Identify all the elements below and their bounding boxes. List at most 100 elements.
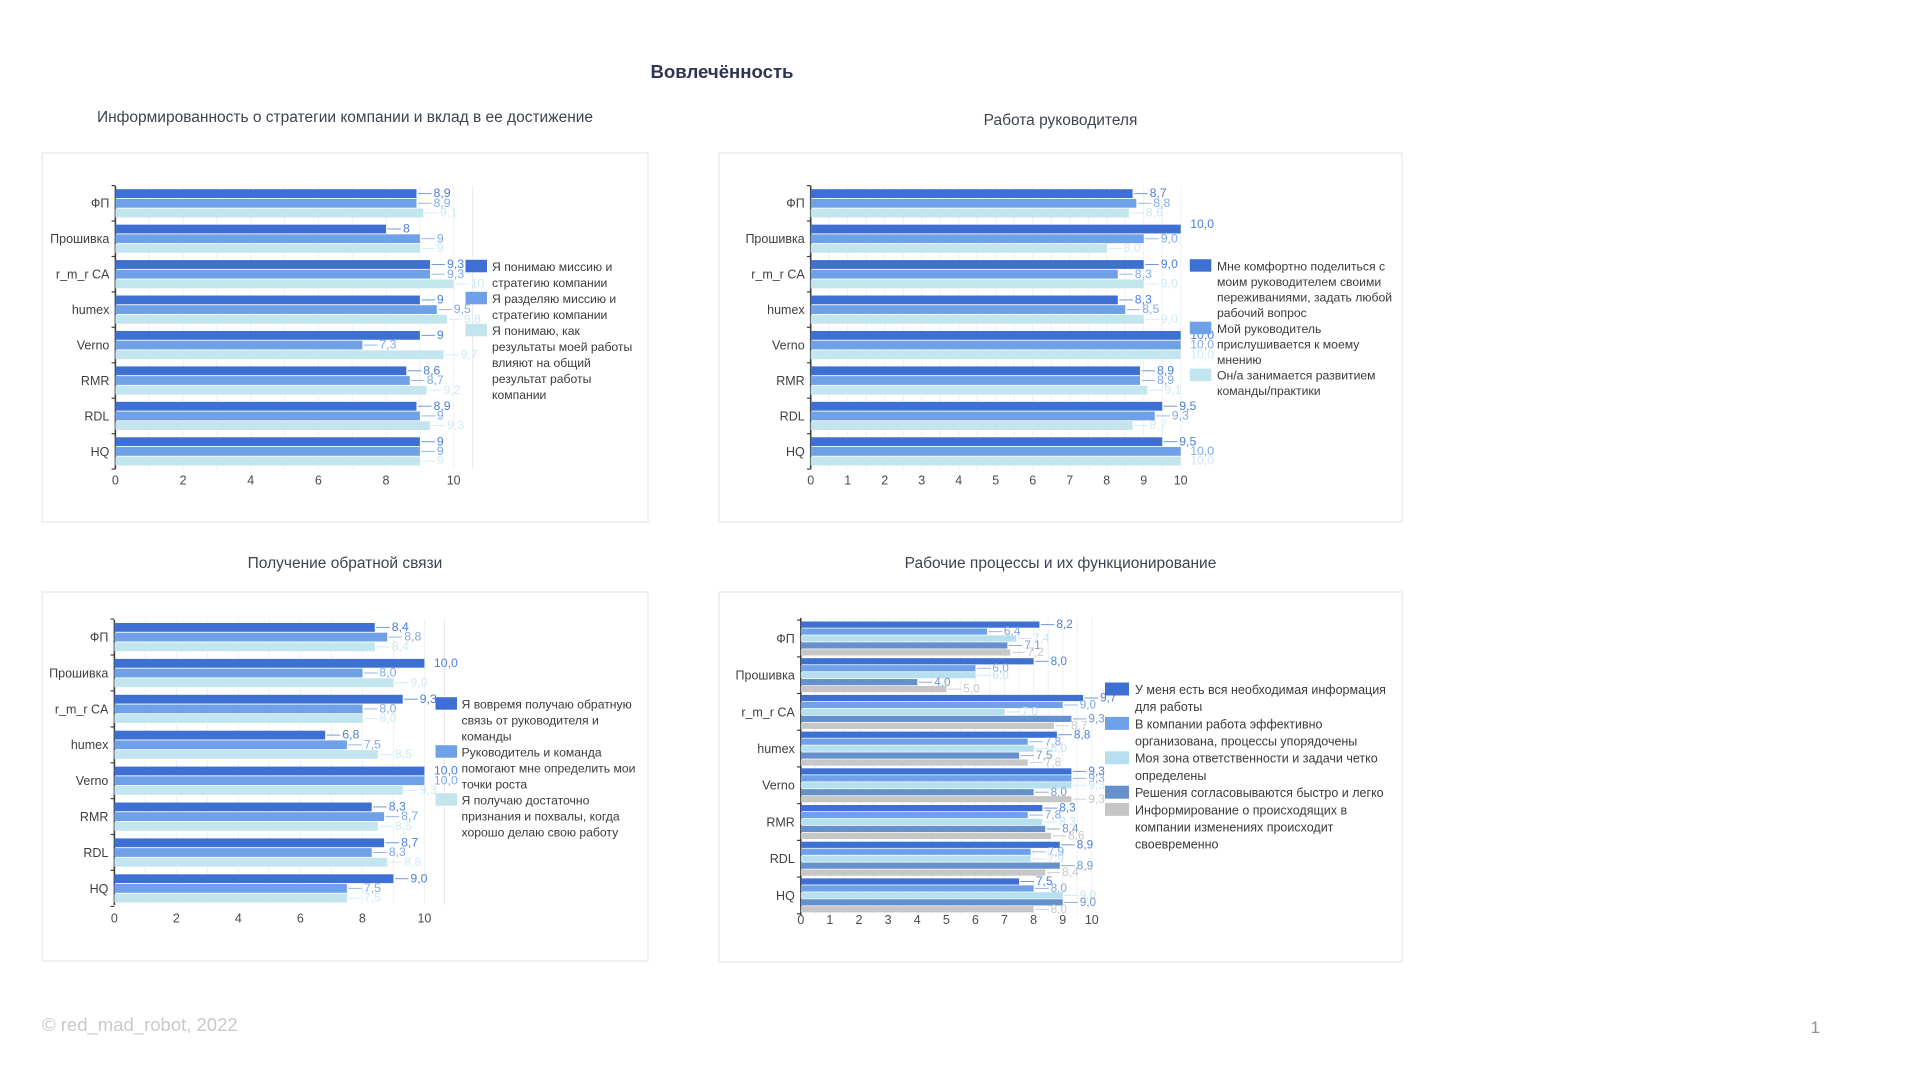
- svg-text:мнению: мнению: [1217, 353, 1262, 367]
- svg-text:стратегию компании: стратегию компании: [492, 276, 607, 290]
- svg-text:8: 8: [1030, 913, 1037, 927]
- svg-text:6,8: 6,8: [342, 728, 359, 742]
- svg-text:для работы: для работы: [1135, 700, 1202, 714]
- svg-text:9,0: 9,0: [1080, 895, 1097, 909]
- svg-text:9,3: 9,3: [1088, 764, 1105, 778]
- svg-text:9,3: 9,3: [447, 257, 464, 271]
- svg-text:8,6: 8,6: [423, 363, 440, 377]
- svg-text:7,9: 7,9: [1048, 851, 1064, 865]
- svg-text:8,3: 8,3: [1135, 293, 1152, 307]
- svg-text:2: 2: [173, 912, 180, 926]
- svg-text:4: 4: [247, 474, 254, 488]
- svg-text:8: 8: [359, 912, 366, 926]
- svg-text:Работа руководителя: Работа руководителя: [984, 112, 1138, 129]
- svg-text:10: 10: [1174, 474, 1188, 488]
- svg-text:9,3: 9,3: [1088, 792, 1105, 806]
- svg-text:6,4: 6,4: [1004, 624, 1021, 638]
- svg-text:7,8: 7,8: [1045, 755, 1062, 769]
- svg-text:8,8: 8,8: [1153, 196, 1170, 210]
- svg-text:8,3: 8,3: [1135, 267, 1152, 281]
- svg-text:7,5: 7,5: [1036, 748, 1053, 762]
- svg-text:8,7: 8,7: [1071, 718, 1087, 732]
- svg-text:Я вовремя получаю обратную: Я вовремя получаю обратную: [462, 697, 632, 711]
- svg-text:6,0: 6,0: [992, 668, 1009, 682]
- svg-text:8,8: 8,8: [1074, 727, 1091, 741]
- svg-text:10,0: 10,0: [434, 773, 458, 787]
- svg-text:Информированность о стратегии: Информированность о стратегии компании и…: [97, 109, 593, 126]
- svg-text:6,0: 6,0: [992, 661, 1009, 675]
- svg-text:10,0: 10,0: [1190, 444, 1214, 458]
- svg-text:0: 0: [111, 912, 118, 926]
- svg-text:10: 10: [417, 912, 431, 926]
- svg-text:8,9: 8,9: [434, 196, 451, 210]
- svg-text:9: 9: [437, 454, 444, 468]
- svg-text:8,4: 8,4: [392, 639, 409, 653]
- svg-text:8,9: 8,9: [1077, 858, 1093, 872]
- svg-text:Информирование о происходящих: Информирование о происходящих в: [1135, 803, 1347, 817]
- svg-text:9: 9: [437, 444, 444, 458]
- svg-text:Я понимаю миссию и: Я понимаю миссию и: [492, 260, 612, 274]
- svg-text:10,0: 10,0: [1190, 338, 1214, 352]
- svg-text:влияют на общий: влияют на общий: [492, 356, 591, 370]
- svg-text:Вовлечённость: Вовлечённость: [650, 61, 793, 82]
- svg-text:humex: humex: [72, 303, 110, 317]
- svg-text:5: 5: [992, 474, 999, 488]
- svg-text:компании: компании: [492, 388, 546, 402]
- svg-text:В компании работа эффективно: В компании работа эффективно: [1135, 717, 1323, 731]
- svg-text:9,3: 9,3: [447, 418, 464, 432]
- svg-text:стратегию компании: стратегию компании: [492, 308, 607, 322]
- svg-text:8,0: 8,0: [1051, 902, 1068, 916]
- svg-text:8,0: 8,0: [1051, 741, 1068, 755]
- svg-text:2: 2: [180, 474, 187, 488]
- svg-text:RMR: RMR: [776, 374, 804, 388]
- svg-text:9,0: 9,0: [410, 871, 427, 885]
- svg-text:7: 7: [1066, 474, 1073, 488]
- svg-text:8,0: 8,0: [379, 711, 396, 725]
- svg-text:RMR: RMR: [81, 374, 109, 388]
- svg-text:RMR: RMR: [766, 815, 794, 829]
- svg-text:0: 0: [797, 913, 804, 927]
- svg-text:9,7: 9,7: [461, 347, 478, 361]
- svg-text:Verno: Verno: [772, 339, 805, 353]
- svg-text:Прошивка: Прошивка: [736, 669, 795, 683]
- svg-text:переживаниями, задать любой: переживаниями, задать любой: [1217, 291, 1392, 305]
- svg-text:0: 0: [807, 474, 814, 488]
- svg-text:humex: humex: [757, 742, 795, 756]
- svg-text:Verno: Verno: [76, 774, 109, 788]
- svg-text:Я получаю достаточно: Я получаю достаточно: [462, 793, 590, 807]
- svg-text:HQ: HQ: [90, 882, 109, 896]
- svg-text:RDL: RDL: [780, 409, 805, 423]
- svg-text:8,0: 8,0: [1051, 785, 1068, 799]
- svg-text:HQ: HQ: [91, 445, 110, 459]
- svg-text:9,2: 9,2: [444, 383, 461, 397]
- svg-text:Получение обратной связи: Получение обратной связи: [248, 555, 443, 572]
- svg-text:RMR: RMR: [80, 810, 108, 824]
- svg-text:8,7: 8,7: [427, 373, 444, 387]
- svg-text:ФП: ФП: [786, 197, 805, 211]
- svg-text:Он/а занимается развитием: Он/а занимается развитием: [1217, 369, 1376, 383]
- svg-text:9,0: 9,0: [1161, 231, 1178, 245]
- svg-text:8,9: 8,9: [1157, 363, 1174, 377]
- svg-text:10,0: 10,0: [434, 764, 458, 778]
- svg-text:7,2: 7,2: [1027, 645, 1043, 659]
- svg-text:прислушивается к моему: прислушивается к моему: [1217, 337, 1360, 351]
- svg-text:9: 9: [437, 231, 444, 245]
- svg-text:9,3: 9,3: [420, 783, 437, 797]
- svg-text:8,0: 8,0: [1051, 654, 1068, 668]
- svg-text:Рабочие процессы и их функцион: Рабочие процессы и их функционирование: [905, 555, 1217, 572]
- svg-text:8,4: 8,4: [1062, 865, 1079, 879]
- svg-text:8,7: 8,7: [401, 809, 418, 823]
- svg-text:9: 9: [437, 241, 444, 255]
- svg-text:4,0: 4,0: [934, 675, 951, 689]
- svg-text:2: 2: [856, 913, 863, 927]
- svg-text:7,1: 7,1: [1024, 638, 1040, 652]
- svg-text:определены: определены: [1135, 769, 1206, 783]
- svg-text:6: 6: [297, 912, 304, 926]
- svg-text:10,0: 10,0: [1190, 454, 1214, 468]
- svg-text:8,5: 8,5: [395, 819, 412, 833]
- svg-text:8,4: 8,4: [1062, 822, 1079, 836]
- svg-text:команды/практики: команды/практики: [1217, 384, 1321, 398]
- svg-text:9,8: 9,8: [464, 312, 481, 326]
- svg-text:Я разделяю миссию и: Я разделяю миссию и: [492, 292, 616, 306]
- svg-text:Прошивка: Прошивка: [50, 232, 109, 246]
